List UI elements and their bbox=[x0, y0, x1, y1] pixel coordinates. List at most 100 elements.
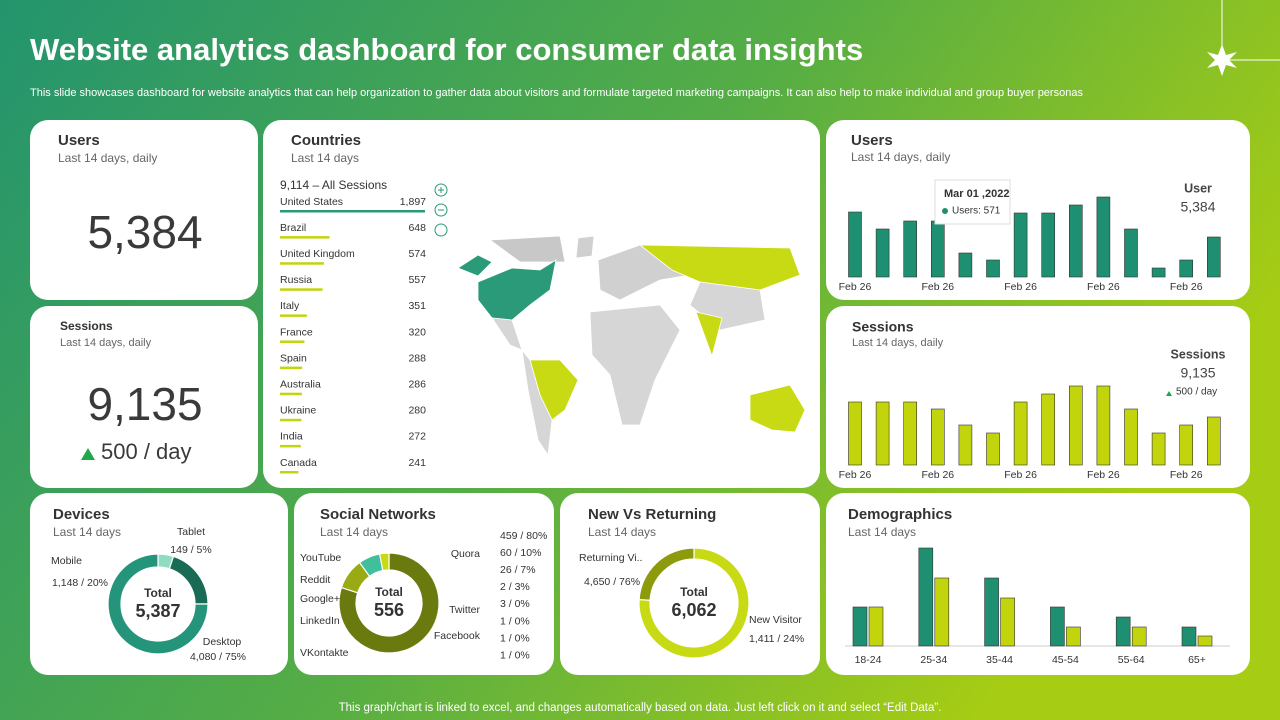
donut-slice bbox=[338, 552, 440, 654]
footer: This graph/chart is linked to excel, and… bbox=[339, 702, 942, 714]
tooltip-label: Users: 571 bbox=[952, 206, 1001, 217]
country-bar bbox=[280, 262, 324, 265]
card bbox=[30, 493, 288, 675]
slice-label: Quora bbox=[451, 548, 480, 560]
world-map bbox=[457, 235, 806, 457]
card-subtitle: Last 14 days bbox=[291, 151, 359, 165]
bar bbox=[1179, 424, 1193, 466]
slice-value-label: 1,148 / 20% bbox=[52, 577, 108, 589]
slice-label: Desktop bbox=[203, 636, 242, 648]
slice-label: YouTube bbox=[300, 552, 341, 564]
bar bbox=[875, 401, 890, 466]
country-value: 648 bbox=[408, 222, 426, 234]
x-tick-label: 55-64 bbox=[1118, 654, 1145, 666]
card bbox=[30, 306, 258, 488]
country-bar bbox=[280, 236, 330, 239]
country-bar bbox=[280, 418, 302, 422]
slice-value-label: 1 / 0% bbox=[500, 649, 530, 661]
slice-label: VKontakte bbox=[300, 647, 349, 659]
country-name: France bbox=[280, 326, 313, 338]
subtitle: This slide showcases dashboard for websi… bbox=[30, 87, 1083, 99]
card-title: Sessions bbox=[852, 319, 914, 335]
donut-slice bbox=[107, 553, 209, 655]
country-name: Canada bbox=[280, 457, 317, 469]
bar bbox=[930, 408, 945, 466]
bar bbox=[1151, 432, 1166, 466]
decor-star bbox=[1207, 44, 1237, 76]
country-bar bbox=[280, 288, 323, 291]
country-value: 286 bbox=[408, 378, 426, 390]
country-bar bbox=[280, 392, 302, 396]
bar bbox=[868, 606, 884, 647]
cards bbox=[30, 120, 1250, 675]
donut-center-label: Total bbox=[144, 586, 172, 600]
card-title: Users bbox=[851, 132, 893, 149]
country-value: 241 bbox=[408, 457, 426, 469]
bar bbox=[1013, 212, 1028, 278]
bar bbox=[1115, 616, 1131, 647]
x-tick-label: Feb 26 bbox=[921, 281, 954, 293]
slice-label: Reddit bbox=[300, 574, 330, 586]
map-country bbox=[521, 348, 553, 457]
card-title: Demographics bbox=[848, 506, 952, 523]
country-name: Australia bbox=[280, 378, 321, 390]
card-subtitle: Last 14 days, daily bbox=[58, 151, 157, 165]
country-name: United States bbox=[280, 196, 343, 208]
bar bbox=[903, 401, 918, 466]
bar bbox=[1069, 385, 1083, 466]
card-subtitle: Last 14 days bbox=[53, 525, 121, 539]
tooltip bbox=[934, 179, 1011, 225]
card-title: Devices bbox=[53, 506, 110, 523]
country-value: 351 bbox=[408, 300, 426, 312]
donut-center-value: 556 bbox=[374, 600, 404, 620]
bar bbox=[1197, 635, 1213, 647]
legend-label: User bbox=[1184, 181, 1212, 195]
bar bbox=[903, 220, 918, 278]
donut-center-value: 5,387 bbox=[135, 601, 180, 621]
bar bbox=[1066, 626, 1081, 647]
bar bbox=[1207, 416, 1221, 466]
bar bbox=[958, 252, 973, 278]
bar bbox=[984, 577, 999, 647]
card-subtitle: Last 14 days, daily bbox=[852, 337, 944, 349]
slice-value-label: 60 / 10% bbox=[500, 547, 541, 559]
zoom-out[interactable] bbox=[434, 203, 448, 217]
bar bbox=[1069, 204, 1083, 278]
bar bbox=[986, 432, 1000, 466]
x-tick-label: 65+ bbox=[1188, 654, 1206, 666]
card-title: New Vs Returning bbox=[588, 506, 716, 523]
slice-label: Google+ bbox=[300, 593, 340, 605]
tooltip-date: Mar 01 ,2022 bbox=[944, 188, 1009, 200]
card bbox=[30, 120, 258, 300]
slice-label: LinkedIn bbox=[300, 615, 340, 627]
slice-value-label: 2 / 3% bbox=[500, 581, 530, 593]
country-bar bbox=[280, 210, 425, 213]
x-tick-label: Feb 26 bbox=[1004, 281, 1037, 293]
tooltip-dot bbox=[942, 208, 948, 214]
x-tick-label: Feb 26 bbox=[921, 469, 954, 481]
map-country bbox=[749, 384, 806, 433]
bar bbox=[918, 547, 934, 647]
map-country bbox=[457, 254, 493, 277]
slice-label: Tablet bbox=[177, 526, 205, 538]
zoom-in-icon bbox=[438, 187, 444, 193]
zoom-in[interactable] bbox=[434, 183, 448, 197]
bar bbox=[1000, 597, 1015, 647]
slice-label: Facebook bbox=[434, 630, 481, 642]
slice-value-label: 1 / 0% bbox=[500, 632, 530, 644]
bar bbox=[875, 228, 890, 278]
bar bbox=[1041, 212, 1055, 278]
country-bar bbox=[280, 444, 301, 448]
x-tick-label: Feb 26 bbox=[1170, 281, 1203, 293]
country-value: 574 bbox=[408, 248, 426, 260]
country-name: Italy bbox=[280, 300, 300, 312]
donut-slice bbox=[638, 547, 695, 601]
card bbox=[560, 493, 820, 675]
x-tick-label: Feb 26 bbox=[839, 281, 872, 293]
home[interactable] bbox=[434, 223, 448, 237]
bar bbox=[1124, 408, 1138, 466]
slice-label: Mobile bbox=[51, 555, 82, 567]
country-bar bbox=[280, 340, 305, 343]
slice-value-label: 149 / 5% bbox=[170, 544, 211, 556]
